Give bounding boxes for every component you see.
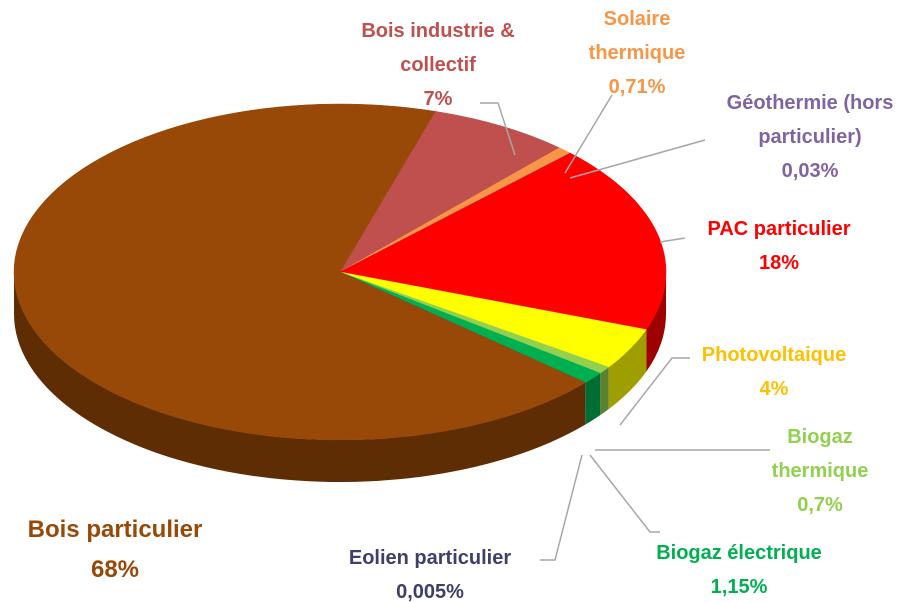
pie-side (14, 272, 586, 482)
category-name: Biogaz électrique (656, 542, 822, 564)
pie-side (608, 329, 647, 410)
leader-line (569, 139, 706, 179)
pie-side (646, 272, 666, 372)
category-name: Biogaz thermique (771, 426, 869, 482)
value-label: 0,005% (396, 581, 464, 603)
slice-label: PAC particulier 18% (679, 212, 879, 280)
leader-line (659, 237, 686, 243)
slice-label: Biogaz thermique 0,7% (760, 420, 880, 522)
value-label: 0,7% (797, 494, 843, 516)
value-label: 0,71% (608, 76, 666, 98)
leader-line (564, 94, 613, 174)
value-label: 1,15% (710, 576, 768, 598)
pie-side (600, 367, 609, 416)
pie-slice (339, 111, 560, 273)
value-label: 18% (758, 252, 800, 274)
slice-label: Bois industrie & collectif 7% (338, 14, 538, 116)
category-name: Photovoltaique (701, 344, 847, 366)
value-label: 0,03% (781, 160, 839, 182)
leader-line (589, 454, 660, 533)
leader-line (619, 357, 690, 426)
value-label: 68% (90, 556, 140, 583)
slice-label: Eolien particulier 0,005% (320, 541, 540, 603)
slice-label: Biogaz électrique 1,15% (629, 536, 849, 603)
leader-line (480, 102, 516, 156)
slice-label: Solaire thermique 0,71% (582, 2, 692, 104)
pie-sides (14, 272, 666, 482)
value-label: 7% (423, 88, 453, 110)
pie-slice (13, 103, 586, 441)
pie-side (585, 373, 601, 425)
slice-label: Photovoltaique 4% (679, 338, 869, 406)
category-name: Eolien particulier (348, 547, 512, 569)
category-name: Bois particulier (27, 516, 203, 543)
category-name: Solaire thermique (588, 8, 686, 64)
category-name: Bois industrie & collectif (361, 20, 515, 76)
slice-label: Bois particulier 68% (0, 510, 235, 590)
value-label: 4% (759, 378, 789, 400)
category-name: Géothermie (hors particulier) (726, 92, 894, 148)
slice-label: Géothermie (hors particulier) 0,03% (715, 86, 905, 188)
pie-tops (13, 103, 667, 441)
category-name: PAC particulier (707, 218, 851, 240)
leader-line (540, 454, 583, 561)
